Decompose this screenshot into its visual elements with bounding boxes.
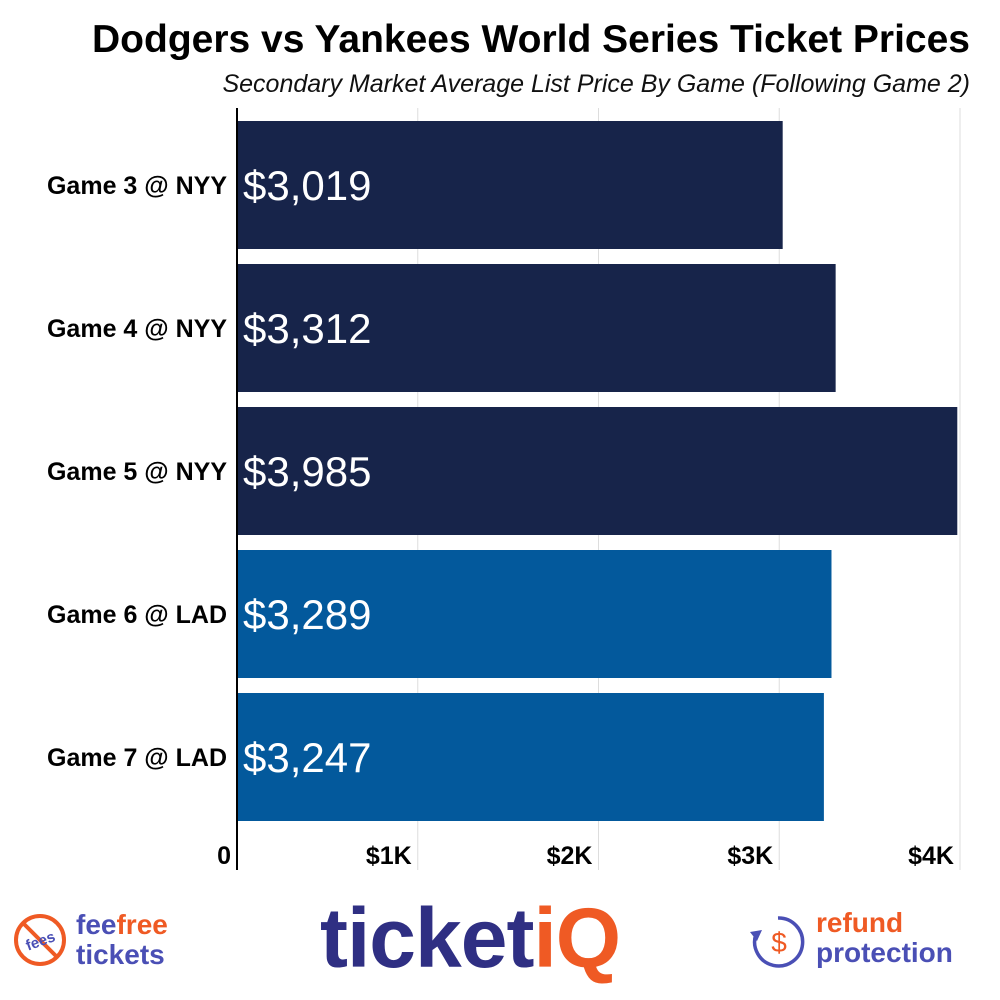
value-label: $3,312 [243, 305, 371, 352]
bar [237, 264, 836, 392]
x-tick-label: $1K [366, 842, 412, 870]
category-label: Game 6 @ LAD [47, 601, 227, 629]
x-tick-label: $3K [727, 842, 773, 870]
category-label: Game 3 @ NYY [47, 172, 227, 200]
x-tick-label: 0 [217, 842, 231, 870]
category-label: Game 7 @ LAD [47, 744, 227, 772]
brand-main-text: ticket [320, 891, 534, 985]
feefree-text-b: free [116, 909, 168, 940]
refund-icon: $ [750, 916, 805, 968]
bar [237, 407, 958, 535]
value-label: $3,985 [243, 448, 371, 495]
value-label: $3,289 [243, 591, 371, 638]
protection-text: protection [816, 937, 953, 968]
chart-title: Dodgers vs Yankees World Series Ticket P… [92, 18, 970, 61]
feefree-text-tickets: tickets [76, 939, 165, 970]
category-label: Game 4 @ NYY [47, 315, 227, 343]
chart-subtitle: Secondary Market Average List Price By G… [222, 70, 970, 98]
bar [237, 550, 832, 678]
category-label: Game 5 @ NYY [47, 458, 227, 486]
no-fees-icon: fees [14, 914, 66, 966]
x-tick-label: $2K [547, 842, 593, 870]
bar-chart: $3,019 Game 3 @ NYY $3,312 Game 4 @ NYY $3,9… [47, 108, 961, 870]
bar [237, 121, 783, 249]
refund-text: refund [816, 907, 904, 938]
refund-protection-logo: refund protection [816, 908, 953, 968]
footer: fees feefree tickets ticketiQ $ refund p… [0, 890, 1000, 1000]
ticketiq-logo: ticketiQ [320, 890, 621, 987]
value-label: $3,247 [243, 734, 371, 781]
bar [237, 693, 824, 821]
value-label: $3,019 [243, 162, 371, 209]
dollar-symbol: $ [771, 927, 787, 958]
brand-accent-text: iQ [533, 891, 621, 985]
feefree-logo: feefree tickets [76, 910, 168, 970]
feefree-text-a: fee [76, 909, 117, 940]
x-tick-label: $4K [908, 842, 954, 870]
